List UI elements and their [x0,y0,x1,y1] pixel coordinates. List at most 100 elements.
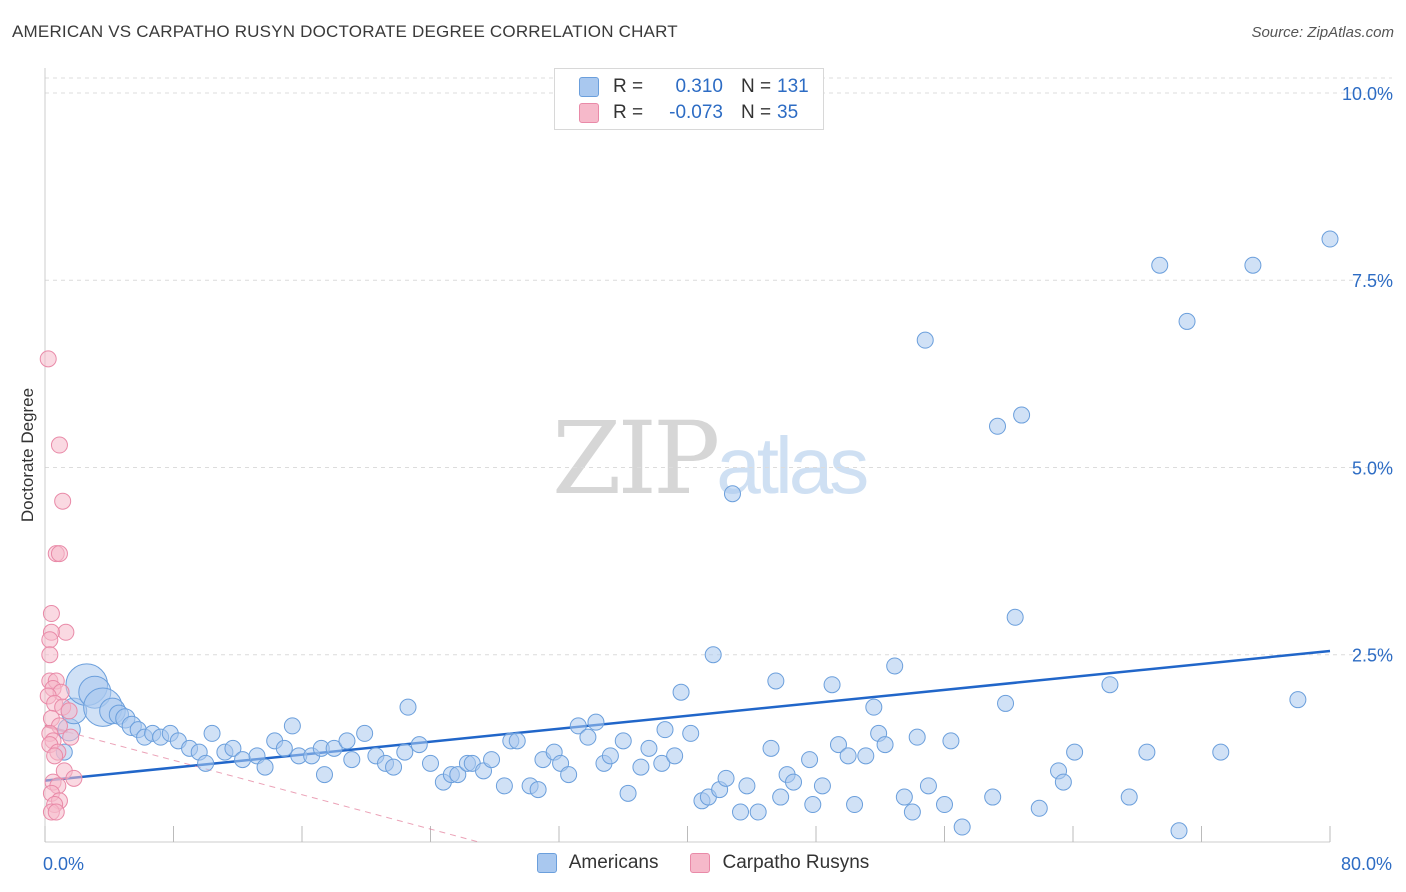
y-tick-label: 7.5% [1352,271,1393,291]
r-value: 0.310 [675,76,723,97]
american-point [619,784,637,802]
american-point [785,773,803,791]
american-point [1289,691,1307,709]
american-point [1101,676,1119,694]
american-point [984,788,1002,806]
american-point [449,766,467,784]
american-point [865,698,883,716]
americans-label: Americans [568,852,659,873]
american-point [256,758,274,776]
n-value: 131 [777,76,809,97]
american-point [919,777,937,795]
rusyn-point [62,728,80,746]
american-point [895,788,913,806]
rusyn-point [54,492,72,510]
rusyns-trend-line-dashed [67,731,479,843]
american-point [762,739,780,757]
american-point [483,751,501,769]
american-point [857,747,875,765]
r-label: R = [613,102,644,123]
american-point [732,803,750,821]
american-point [1151,256,1169,274]
american-point [846,796,864,814]
american-point [601,747,619,765]
american-point [315,766,333,784]
american-point [1321,230,1339,248]
american-point [1006,608,1024,626]
american-point [422,754,439,772]
american-point [666,747,684,765]
american-point [682,724,700,742]
american-point [356,724,374,742]
rusyn-point [60,702,78,720]
rusyns-swatch [690,853,711,873]
legend-item-rusyns: Carpatho Rusyns [690,852,869,874]
r-label: R = [613,76,644,97]
american-point [1066,743,1084,761]
r-value: -0.073 [669,102,723,123]
american-point [1212,743,1230,761]
americans-swatch [536,853,557,873]
american-point [385,758,403,776]
american-point [903,803,921,821]
x-tick-label-min: 0.0% [43,854,84,874]
rusyn-point [50,436,68,454]
american-point [717,769,735,787]
american-point [772,788,790,806]
american-point [704,646,722,664]
american-point [1178,312,1196,330]
american-point [632,758,650,776]
american-point [283,717,301,735]
americans-swatch [579,77,599,97]
american-point [275,739,293,757]
n-label: N = [741,76,772,97]
american-point [656,721,674,739]
y-tick-label: 2.5% [1352,646,1393,666]
american-point [569,717,587,735]
american-point [1013,406,1031,424]
american-point [738,777,756,795]
american-point [886,657,904,675]
american-point [908,728,926,746]
american-point [234,751,252,769]
american-point [1138,743,1156,761]
american-point [399,698,417,716]
rusyn-point [50,545,68,563]
stats-legend: R = 0.310 N = 131 R = -0.073 N = 35 [554,68,824,130]
rusyn-point [41,631,59,649]
american-point [801,751,819,769]
watermark: ZIPatlas [552,400,869,517]
american-point [1244,256,1262,274]
american-point [640,739,658,757]
american-point [989,417,1007,435]
american-point [953,818,971,836]
american-point [829,736,847,754]
american-point [410,736,428,754]
chart-title: AMERICAN VS CARPATHO RUSYN DOCTORATE DEG… [12,22,678,41]
rusyn-point [65,769,83,787]
rusyn-point [46,747,64,765]
watermark-atlas: atlas [716,421,869,510]
american-point [672,683,690,701]
rusyn-point [47,803,65,821]
american-point [839,747,857,765]
watermark-zip: ZIP [552,400,720,517]
american-point [1054,773,1072,791]
rusyns-swatch [579,103,599,123]
american-point [560,766,578,784]
american-point [804,796,822,814]
american-point [224,739,242,757]
rusyns-label: Carpatho Rusyns [722,852,870,873]
rusyn-point [39,350,57,368]
legend-item-americans: Americans [536,852,659,874]
american-point [767,672,785,690]
american-point [1030,799,1048,817]
american-point [396,743,414,761]
american-point [916,331,934,349]
american-point [203,724,221,742]
american-point [529,781,547,799]
american-point [614,732,632,750]
data-points [39,230,1339,840]
legend-row-americans: R = 0.310 N = 131 [579,74,809,100]
